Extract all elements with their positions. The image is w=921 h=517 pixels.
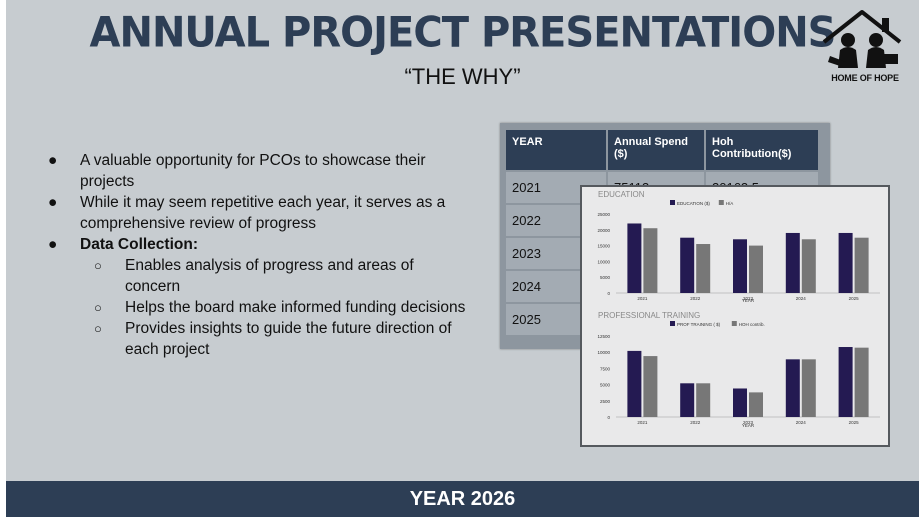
bar: [643, 356, 658, 417]
sub-list-item: ○ Enables analysis of progress and areas …: [94, 257, 414, 295]
y-tick-label: 7500: [600, 366, 611, 371]
chart-title: EDUCATION: [598, 190, 645, 199]
list-item: ● While it may seem repetitive each year,…: [48, 194, 446, 232]
bar: [749, 392, 763, 417]
table-header: YEAR: [506, 130, 608, 171]
legend-label: H/A: [726, 201, 734, 206]
y-tick-label: 5000: [600, 275, 611, 280]
x-axis-label: YEAR: [742, 423, 755, 428]
x-tick-label: 2023: [743, 296, 754, 301]
slide: ANNUAL PROJECT PRESENTATIONS “THE WHY” H…: [6, 0, 919, 517]
page-subtitle: “THE WHY”: [404, 64, 521, 89]
legend-swatch: [718, 200, 724, 205]
x-tick-label: 2023: [743, 420, 754, 425]
x-tick-label: 2022: [690, 296, 701, 301]
bar: [838, 347, 853, 417]
y-tick-label: 15000: [597, 244, 610, 249]
x-axis-label: YEAR: [742, 298, 755, 303]
legend-swatch: [670, 200, 675, 205]
home-of-hope-logo-icon: [822, 10, 902, 68]
y-tick-label: 12500: [597, 334, 610, 339]
table-header: Annual Spend ($): [607, 130, 706, 171]
bar: [733, 388, 747, 417]
x-tick-label: 2025: [849, 296, 860, 301]
sub-list-item: ○ Helps the board make informed funding d…: [94, 299, 466, 316]
legend-swatch: [731, 321, 737, 326]
bar: [733, 239, 747, 293]
y-tick-label: 2500: [600, 399, 611, 404]
sub-list-item: ○ Provides insights to guide the future d…: [94, 320, 452, 358]
x-tick-label: 2021: [637, 296, 648, 301]
page-title: ANNUAL PROJECT PRESENTATIONS: [89, 8, 837, 58]
y-tick-label: 10000: [597, 259, 610, 264]
bar: [785, 359, 800, 417]
footer-bar: YEAR 2026: [6, 481, 919, 517]
list-item: ● Data Collection:: [48, 236, 198, 253]
bar: [696, 383, 711, 417]
y-tick-label: 25000: [597, 212, 610, 217]
bar: [854, 347, 869, 417]
logo-text: HOME OF HOPE: [831, 73, 899, 83]
bar: [627, 350, 642, 417]
legend-label: HOH contrib.: [739, 322, 765, 327]
x-tick-label: 2021: [637, 420, 648, 425]
bar: [801, 359, 816, 417]
charts-card: EDUCATION EDUCATION ($) H/A 25000 20000 15000…: [580, 185, 890, 447]
y-tick-label: 0: [607, 415, 610, 420]
x-tick-label: 2024: [796, 296, 807, 301]
legend-label: PROF TRAINING ( $): [677, 322, 721, 327]
x-tick-label: 2024: [796, 420, 807, 425]
table-header: Hoh Contribution($): [705, 130, 820, 171]
y-tick-label: 5000: [600, 383, 611, 388]
y-tick-label: 0: [607, 291, 610, 296]
bullet-list: ● A valuable opportunity for PCOs to show…: [46, 150, 466, 360]
x-tick-label: 2022: [690, 420, 701, 425]
bar: [627, 223, 642, 293]
legend-swatch: [670, 321, 675, 326]
bar: [785, 232, 800, 293]
bar: [854, 237, 869, 293]
bar: [643, 228, 658, 293]
bar: [680, 237, 695, 293]
footer-year: YEAR 2026: [409, 488, 516, 510]
x-tick-label: 2025: [849, 420, 860, 425]
y-tick-label: 20000: [597, 228, 610, 233]
bar: [838, 232, 853, 293]
chart-title: PROFESSIONAL TRAINING: [598, 311, 700, 320]
bar: [680, 383, 695, 417]
y-tick-label: 10000: [597, 350, 610, 355]
legend-label: EDUCATION ($): [677, 201, 710, 206]
list-item: ● A valuable opportunity for PCOs to show…: [48, 152, 426, 190]
bar: [696, 244, 711, 293]
bar: [801, 239, 816, 293]
bar: [749, 245, 763, 293]
